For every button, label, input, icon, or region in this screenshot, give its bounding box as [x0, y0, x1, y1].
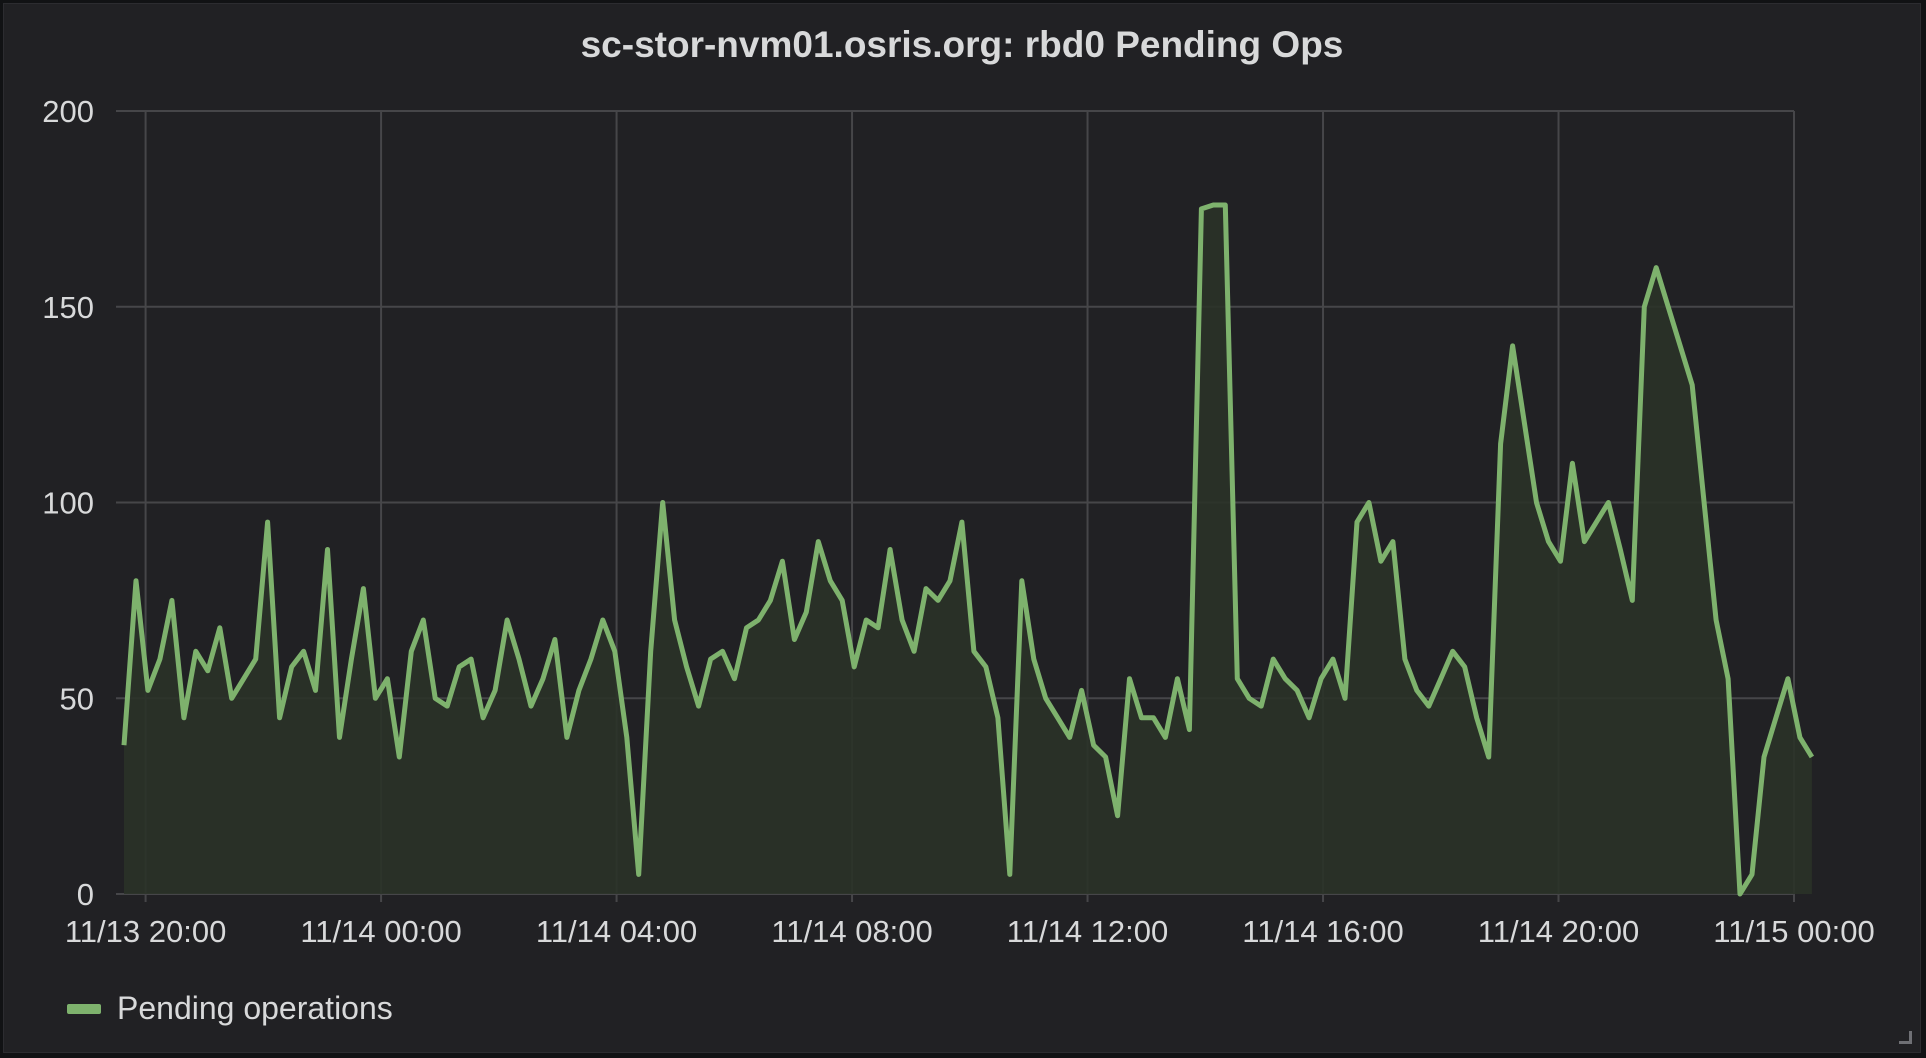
x-tick-label: 11/14 16:00 — [1242, 914, 1403, 949]
x-tick-label: 11/14 12:00 — [1007, 914, 1168, 949]
x-tick-label: 11/13 20:00 — [65, 914, 226, 949]
x-tick-label: 11/14 08:00 — [771, 914, 932, 949]
legend-label[interactable]: Pending operations — [117, 990, 393, 1026]
x-tick-label: 11/14 00:00 — [300, 914, 461, 949]
resize-handle-icon[interactable] — [1899, 1031, 1912, 1044]
series-line-pending-operations — [121, 202, 1815, 897]
panel-title[interactable]: sc-stor-nvm01.osris.org: rbd0 Pending Op… — [580, 24, 1344, 65]
legend[interactable]: Pending operations — [67, 990, 393, 1027]
y-tick-label: 50 — [60, 681, 94, 716]
y-tick-label: 200 — [42, 94, 94, 129]
legend-swatch — [67, 1003, 101, 1014]
x-tick-label: 11/14 04:00 — [536, 914, 697, 949]
x-tick-label: 11/14 20:00 — [1478, 914, 1639, 949]
chart-plot: 0 50 100 150 200 11/13 20:00 11/14 00:00 11/14 … — [42, 94, 1874, 949]
y-tick-label: 150 — [42, 290, 94, 325]
y-tick-label: 0 — [77, 877, 94, 912]
chart-panel: sc-stor-nvm01.osris.org: rbd0 Pending Op… — [3, 3, 1921, 1053]
series-area — [124, 205, 1812, 894]
x-tick-label: 11/15 00:00 — [1713, 914, 1874, 949]
y-tick-label: 100 — [42, 486, 94, 521]
